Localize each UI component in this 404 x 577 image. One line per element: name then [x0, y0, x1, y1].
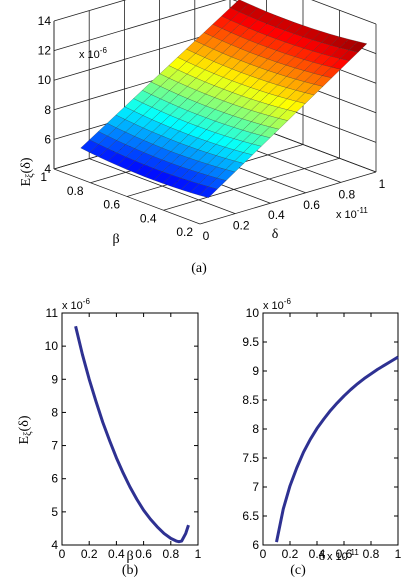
y-tick-label: 11	[46, 306, 59, 320]
z-tick-label: 4	[44, 162, 51, 176]
y-tick-label: 10	[246, 306, 260, 320]
grid-line	[53, 0, 227, 51]
panel-a-z-exponent: x 10-6	[79, 46, 107, 61]
z-tick-label: 8	[44, 103, 51, 117]
y-tick-label: 9	[252, 364, 259, 378]
x-tick-label: 0	[260, 547, 267, 561]
panel-a-caption: (a)	[191, 261, 207, 276]
y-tick-label: 0.8	[67, 184, 84, 198]
grid-line	[163, 157, 340, 211]
panel-b-line-plot: 0 0.2 0.4 0.6 0.8 1 4 5 6 7 8 9 10 11 x 10-6 Eξ(δ) β	[17, 297, 202, 564]
y-tick-label: 8.5	[242, 393, 259, 407]
x-tick-label: 0.8	[338, 187, 355, 201]
x-tick-label: 0.4	[108, 547, 125, 561]
y-tick-label: 4	[51, 538, 58, 552]
y-tick-label: 10	[45, 339, 59, 353]
x-tick-label: 0	[203, 229, 210, 243]
panel-a-ylabel: β	[112, 232, 119, 247]
y-tick-label: 0.2	[176, 225, 193, 239]
x-tick-label: 1	[195, 547, 202, 561]
panel-c-x-exponent: x 10-11	[327, 548, 359, 563]
x-tick-label: 0.8	[363, 547, 380, 561]
panel-c-xlabel: δ	[319, 549, 326, 564]
x-tick-label: 0.6	[336, 547, 353, 561]
panel-a-x-exponent: x 10-11	[336, 206, 368, 221]
panel-c-y-exponent: x 10-6	[263, 297, 291, 312]
y-tick-label: 9	[51, 372, 58, 386]
panel-b-axes-box	[61, 312, 199, 546]
z-tick-label: 10	[38, 73, 52, 87]
panel-b-ticks: 0 0.2 0.4 0.6 0.8 1 4 5 6 7 8 9 10 11	[45, 306, 202, 561]
x-tick-label: 0.6	[303, 198, 320, 212]
panel-b-caption-text: (b)	[122, 563, 139, 577]
y-tick-label: 9.5	[242, 335, 259, 349]
y-tick-label: 7	[252, 480, 259, 494]
x-tick-label: 0.4	[309, 547, 326, 561]
panel-b-y-exponent: x 10-6	[62, 297, 90, 312]
grid-line	[311, 0, 377, 25]
grid-line	[199, 171, 377, 225]
panel-b-series-line	[74, 325, 190, 544]
x-tick-label: 0.2	[233, 219, 250, 233]
y-tick-label: 6.5	[242, 509, 259, 523]
y-tick-label: 1	[40, 170, 47, 184]
z-tick-label: 6	[44, 132, 51, 146]
surface-patch	[199, 186, 218, 198]
panel-c-line-plot: 0 0.2 0.4 0.6 0.8 166.577.588.599.510 x 10-6 …	[242, 297, 401, 564]
panel-b-xlabel: β	[126, 549, 133, 564]
y-tick-label: 8	[252, 422, 259, 436]
y-tick-label: 8	[51, 405, 58, 419]
panel-a-surface	[80, 0, 368, 198]
y-tick-label: 6	[252, 538, 259, 552]
z-tick-label: 12	[38, 44, 52, 58]
panel-a-xlabel: δ	[272, 227, 279, 242]
panel-a-zlabel: Eξ(δ)	[19, 157, 36, 186]
x-tick-label: 0.8	[162, 547, 179, 561]
x-tick-label: 0	[59, 547, 66, 561]
panel-c-series-line	[275, 355, 399, 543]
panel-c-caption-text: (c)	[290, 563, 306, 577]
y-tick-label: 7	[51, 439, 58, 453]
x-tick-label: 0.2	[81, 547, 98, 561]
grid-line	[53, 0, 127, 22]
y-tick-label: 5	[51, 505, 58, 519]
x-tick-label: 0.2	[282, 547, 299, 561]
x-tick-label: 0.6	[135, 547, 152, 561]
x-tick-label: 0.4	[268, 208, 285, 222]
y-tick-label: 0.6	[103, 198, 120, 212]
y-tick-label: 7.5	[242, 451, 259, 465]
y-tick-label: 0.4	[140, 211, 157, 225]
panel-c-ticks: 0 0.2 0.4 0.6 0.8 1 6 6.5 7 7.5 8 8.5 9 9.5 10	[242, 306, 401, 561]
x-tick-label: 1	[379, 177, 386, 191]
x-tick-label: 1	[395, 547, 402, 561]
panel-b-ylabel: Eξ(δ)	[17, 415, 34, 444]
z-tick-label: 14	[38, 14, 52, 28]
y-tick-label: 6	[51, 472, 58, 486]
